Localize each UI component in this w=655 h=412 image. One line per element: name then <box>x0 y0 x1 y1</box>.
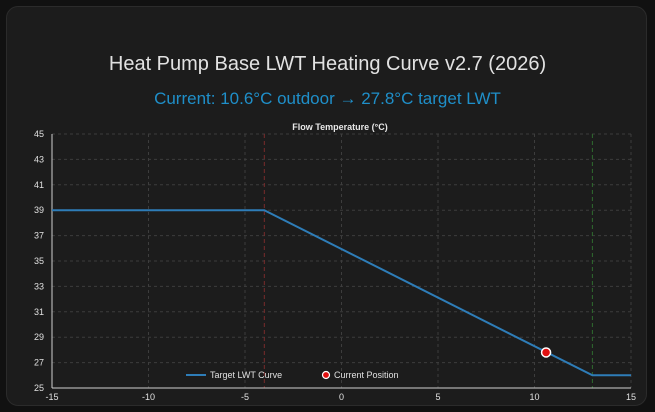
y-tick-label: 29 <box>34 332 44 342</box>
legend-swatch-marker <box>321 370 331 380</box>
y-tick-label: 45 <box>34 129 44 139</box>
y-tick-label: 39 <box>34 205 44 215</box>
x-tick-label: 15 <box>626 392 636 402</box>
y-tick-label: 41 <box>34 180 44 190</box>
legend-label-target-lwt-curve[interactable]: Target LWT Curve <box>210 370 282 380</box>
chart-card <box>6 6 647 406</box>
x-tick-label: -15 <box>45 392 58 402</box>
y-tick-label: 31 <box>34 307 44 317</box>
y-tick-label: 43 <box>34 154 44 164</box>
current-position-marker[interactable] <box>540 347 552 358</box>
x-tick-label: 0 <box>339 392 344 402</box>
x-tick-label: 10 <box>529 392 539 402</box>
chart-card-title: Heat Pump Base LWT Heating Curve v2.7 (2… <box>108 53 547 75</box>
x-tick-label: 5 <box>435 392 440 402</box>
chart-title: Flow Temperature (°C) <box>292 122 387 132</box>
y-tick-label: 25 <box>34 383 44 393</box>
y-tick-label: 35 <box>34 256 44 266</box>
y-tick-label: 33 <box>34 281 44 291</box>
legend-label-current-position[interactable]: Current Position <box>334 370 399 380</box>
x-tick-label: -10 <box>142 392 155 402</box>
y-tick-label: 37 <box>34 231 44 241</box>
current-status-subtitle: Current: 10.6°C outdoor → 27.8°C target … <box>154 89 501 108</box>
y-tick-label: 27 <box>34 358 44 368</box>
x-tick-label: -5 <box>241 392 249 402</box>
series-line-target-lwt-curve <box>52 209 631 377</box>
